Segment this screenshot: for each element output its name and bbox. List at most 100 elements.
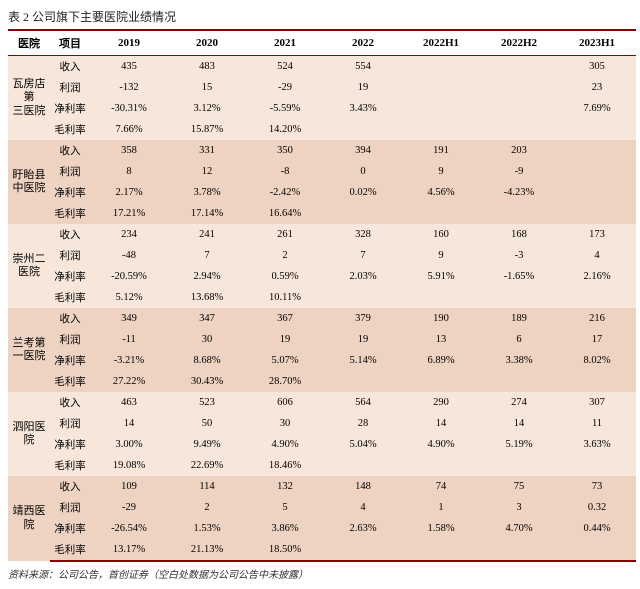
cell-value <box>558 119 636 140</box>
cell-value: 523 <box>168 392 246 413</box>
cell-value <box>402 56 480 78</box>
cell-value: 4 <box>558 245 636 266</box>
cell-value: -20.59% <box>90 266 168 287</box>
cell-value: 191 <box>402 140 480 161</box>
cell-value <box>480 455 558 476</box>
metric-label: 利润 <box>50 161 90 182</box>
cell-value <box>402 539 480 561</box>
cell-value <box>558 287 636 308</box>
cell-value: 463 <box>90 392 168 413</box>
cell-value <box>324 119 402 140</box>
cell-value: 367 <box>246 308 324 329</box>
cell-value: 7.69% <box>558 98 636 119</box>
cell-value: 17.21% <box>90 203 168 224</box>
cell-value: 1.53% <box>168 518 246 539</box>
cell-value: 0.59% <box>246 266 324 287</box>
cell-value <box>558 539 636 561</box>
table-row: 瓦房店第 三医院收入435483524554305 <box>8 56 636 78</box>
cell-value: -26.54% <box>90 518 168 539</box>
table-row: 毛利率27.22%30.43%28.70% <box>8 371 636 392</box>
cell-value: -48 <box>90 245 168 266</box>
cell-value <box>480 77 558 98</box>
col-hospital: 医院 <box>8 30 50 56</box>
cell-value: -9 <box>480 161 558 182</box>
table-row: 泗阳医 院收入463523606564290274307 <box>8 392 636 413</box>
metric-label: 利润 <box>50 413 90 434</box>
cell-value <box>402 287 480 308</box>
cell-value: 7 <box>324 245 402 266</box>
cell-value: 23 <box>558 77 636 98</box>
cell-value <box>402 98 480 119</box>
col-2022: 2022 <box>324 30 402 56</box>
cell-value <box>480 119 558 140</box>
cell-value: 11 <box>558 413 636 434</box>
table-row: 净利率-20.59%2.94%0.59%2.03%5.91%-1.65%2.16… <box>8 266 636 287</box>
cell-value: 148 <box>324 476 402 497</box>
metric-label: 毛利率 <box>50 287 90 308</box>
cell-value <box>558 161 636 182</box>
col-item: 项目 <box>50 30 90 56</box>
cell-value: 331 <box>168 140 246 161</box>
cell-value: 3.86% <box>246 518 324 539</box>
col-2022H1: 2022H1 <box>402 30 480 56</box>
table-header-row: 医院 项目 2019 2020 2021 2022 2022H1 2022H2 … <box>8 30 636 56</box>
hospital-name: 崇州二 医院 <box>8 224 50 308</box>
cell-value: 8.68% <box>168 350 246 371</box>
cell-value: 0.02% <box>324 182 402 203</box>
table-row: 净利率3.00%9.49%4.90%5.04%4.90%5.19%3.63% <box>8 434 636 455</box>
col-2019: 2019 <box>90 30 168 56</box>
cell-value: 5 <box>246 497 324 518</box>
metric-label: 收入 <box>50 308 90 329</box>
cell-value: 347 <box>168 308 246 329</box>
cell-value: 30.43% <box>168 371 246 392</box>
cell-value: 173 <box>558 224 636 245</box>
cell-value: 73 <box>558 476 636 497</box>
cell-value: 1 <box>402 497 480 518</box>
table-row: 毛利率13.17%21.13%18.50% <box>8 539 636 561</box>
metric-label: 毛利率 <box>50 371 90 392</box>
cell-value: 290 <box>402 392 480 413</box>
cell-value <box>324 539 402 561</box>
table-row: 净利率2.17%3.78%-2.42%0.02%4.56%-4.23% <box>8 182 636 203</box>
cell-value: 2.03% <box>324 266 402 287</box>
cell-value: -3.21% <box>90 350 168 371</box>
cell-value: 4.90% <box>402 434 480 455</box>
cell-value: 216 <box>558 308 636 329</box>
cell-value: 13.68% <box>168 287 246 308</box>
cell-value: 0.44% <box>558 518 636 539</box>
col-2020: 2020 <box>168 30 246 56</box>
cell-value: 554 <box>324 56 402 78</box>
cell-value: 358 <box>90 140 168 161</box>
metric-label: 毛利率 <box>50 539 90 561</box>
table-row: 毛利率7.66%15.87%14.20% <box>8 119 636 140</box>
cell-value: 241 <box>168 224 246 245</box>
cell-value: 114 <box>168 476 246 497</box>
table-row: 毛利率5.12%13.68%10.11% <box>8 287 636 308</box>
table-row: 净利率-30.31%3.12%-5.59%3.43%7.69% <box>8 98 636 119</box>
cell-value: -11 <box>90 329 168 350</box>
cell-value: 19 <box>246 329 324 350</box>
cell-value: 13.17% <box>90 539 168 561</box>
hospital-name: 兰考第 一医院 <box>8 308 50 392</box>
metric-label: 利润 <box>50 245 90 266</box>
cell-value: 5.14% <box>324 350 402 371</box>
hospital-name: 瓦房店第 三医院 <box>8 56 50 141</box>
cell-value: 564 <box>324 392 402 413</box>
cell-value: 15.87% <box>168 119 246 140</box>
cell-value: 14.20% <box>246 119 324 140</box>
metric-label: 净利率 <box>50 182 90 203</box>
metric-label: 利润 <box>50 497 90 518</box>
cell-value: 17 <box>558 329 636 350</box>
cell-value: 2.94% <box>168 266 246 287</box>
cell-value: 261 <box>246 224 324 245</box>
cell-value <box>402 455 480 476</box>
cell-value: -1.65% <box>480 266 558 287</box>
cell-value: 109 <box>90 476 168 497</box>
cell-value: 234 <box>90 224 168 245</box>
table-row: 兰考第 一医院收入349347367379190189216 <box>8 308 636 329</box>
cell-value <box>558 203 636 224</box>
cell-value <box>480 56 558 78</box>
table-row: 利润812-809-9 <box>8 161 636 182</box>
cell-value <box>480 98 558 119</box>
cell-value: 3 <box>480 497 558 518</box>
